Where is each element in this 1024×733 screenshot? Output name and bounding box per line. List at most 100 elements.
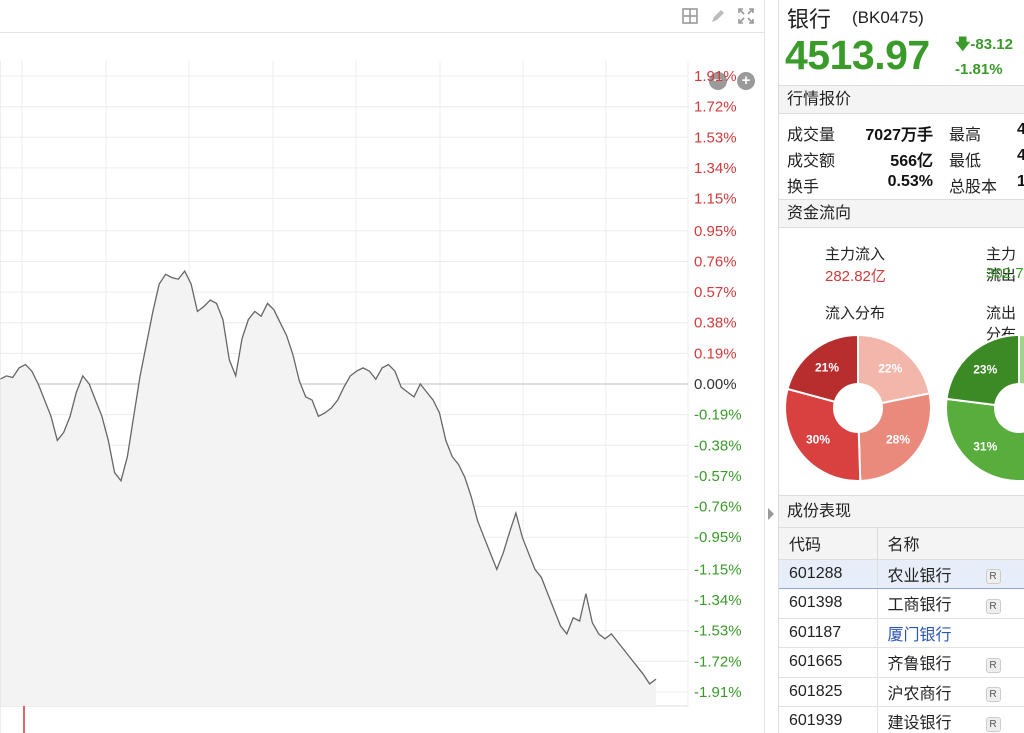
y-tick-label: -0.76%: [694, 499, 742, 516]
table-row[interactable]: 601825 沪农商行 R: [779, 677, 1024, 707]
chart-toolbar: [0, 0, 764, 33]
index-name: 银行: [787, 7, 832, 32]
pie-hole: [994, 383, 1024, 433]
table-row[interactable]: 601187 厦门银行: [779, 618, 1024, 648]
main-inflow-label: 主力流入: [825, 246, 886, 263]
price-line-chart[interactable]: 1.91% 1.72% 1.53% 1.34% 1.15% 0.95% 0.76% 0.57%…: [0, 0, 764, 733]
stock-name-cell: 沪农商行 R: [877, 677, 1024, 707]
stock-code-cell: 601939: [779, 706, 878, 733]
table-row[interactable]: 601398 工商银行 R: [779, 588, 1024, 619]
turnover-amount-label: 成交额: [787, 153, 836, 170]
y-tick-label: -1.53%: [694, 623, 742, 640]
stock-name[interactable]: 厦门银行: [887, 626, 952, 644]
y-tick-label: -0.38%: [694, 437, 742, 454]
stock-name: 工商银行: [887, 597, 952, 615]
pie-slice-label: 28%: [886, 433, 910, 447]
rzrq-badge: R: [985, 716, 1001, 732]
low-value: 4: [1017, 147, 1024, 165]
stock-code-cell: 601825: [779, 677, 878, 707]
zoom-out-button[interactable]: −: [709, 72, 727, 90]
index-price: 4513.97: [785, 32, 930, 78]
rzrq-badge: R: [985, 657, 1001, 673]
y-tick-label: 1.72%: [694, 99, 737, 116]
name-column-header[interactable]: 名称: [877, 528, 1024, 560]
total-shares-value: 1: [1017, 173, 1024, 191]
main-outflow-value: 302.7: [986, 265, 1024, 282]
stock-name-cell: 建设银行 R: [877, 706, 1024, 733]
y-tick-label: 1.53%: [694, 129, 737, 146]
stock-code-cell: 601665: [779, 647, 878, 678]
y-tick-label: 0.95%: [694, 223, 737, 240]
y-tick-label: -1.91%: [694, 684, 742, 701]
inflow-distribution-pie: 22% 28% 30% 21%: [784, 333, 932, 482]
table-header-row: 代码 名称: [779, 528, 1024, 560]
pie-slice-label: 30%: [806, 433, 830, 447]
stock-code-cell: 601288: [779, 558, 878, 589]
table-row[interactable]: 601665 齐鲁银行 R: [779, 647, 1024, 678]
quote-panel: 银行 (BK0475) 4513.97 🡇-83.12 -1.81% 行情报价 …: [778, 0, 1024, 733]
expand-arrow-icon[interactable]: [768, 508, 774, 520]
y-tick-label: -0.57%: [694, 468, 742, 485]
pie-slice-label: 21%: [815, 360, 839, 374]
rzrq-badge: R: [985, 569, 1001, 585]
total-shares-label: 总股本: [949, 179, 998, 196]
y-tick-label: -0.95%: [694, 529, 742, 546]
high-label: 最高: [949, 127, 982, 144]
volume-label: 成交量: [787, 127, 836, 144]
table-row[interactable]: 601939 建设银行 R: [779, 706, 1024, 733]
pie-slice-label: 22%: [878, 361, 902, 375]
constituents-table: 代码 名称 601288 农业银行 R 601398 工商银行 R 601187 厦门银行 60…: [779, 528, 1024, 733]
y-tick-label: 0.76%: [694, 253, 737, 270]
fund-flow-section-header: 资金流向: [779, 199, 1024, 228]
volume-value: 7027万手: [865, 127, 933, 144]
index-code: (BK0475): [852, 8, 924, 27]
stock-name: 农业银行: [887, 567, 952, 585]
pie-slice: [857, 333, 931, 410]
y-tick-label: 0.57%: [694, 284, 737, 301]
zoom-in-button[interactable]: +: [737, 72, 755, 90]
rzrq-badge: R: [985, 687, 1001, 703]
price-line: [0, 269, 657, 685]
low-label: 最低: [949, 153, 982, 170]
pie-slice: [786, 333, 859, 410]
y-tick-label: 0.19%: [694, 345, 737, 362]
table-row[interactable]: 601288 农业银行 R: [779, 558, 1024, 589]
stock-name-cell: 工商银行 R: [877, 588, 1024, 619]
pie-hole: [833, 383, 883, 433]
grid-icon[interactable]: [680, 6, 700, 26]
turnover-rate-label: 换手: [787, 179, 820, 196]
fund-flow-pies: 22% 28% 30% 21% 31% 23%: [784, 333, 1024, 482]
y-tick-label: 0.38%: [694, 315, 737, 332]
intraday-chart-area[interactable]: − + 1.91% 1.72% 1.53% 1.34% 1.15% 0.95% 0.76% 0…: [0, 0, 764, 733]
turnover-amount-value: 566亿: [890, 153, 933, 170]
pie-slice-label: 23%: [973, 363, 997, 377]
fullscreen-icon[interactable]: [736, 6, 756, 26]
y-tick-label: 1.91%: [694, 68, 737, 85]
inflow-distribution-label: 流入分布: [825, 305, 886, 322]
y-tick-label: 1.34%: [694, 160, 737, 177]
pie-slice-label: 31%: [973, 439, 997, 453]
price-change: 🡇-83.12: [955, 36, 1013, 53]
stock-name-cell: 齐鲁银行 R: [877, 647, 1024, 678]
y-tick-label: -1.72%: [694, 653, 742, 670]
y-tick-label: -1.34%: [694, 592, 742, 609]
price-change-percent: -1.81%: [955, 61, 1003, 78]
stock-name-cell: 农业银行 R: [877, 558, 1024, 589]
stock-name-cell: 厦门银行: [877, 618, 1024, 648]
code-column-header[interactable]: 代码: [779, 528, 878, 560]
panel-splitter[interactable]: [764, 0, 778, 733]
pen-icon[interactable]: [708, 6, 728, 26]
high-value: 4: [1017, 121, 1024, 139]
stock-name: 沪农商行: [887, 685, 952, 703]
y-tick-label: 1.15%: [694, 191, 737, 208]
y-tick-label: -1.15%: [694, 561, 742, 578]
quote-section-header: 行情报价: [779, 85, 1024, 114]
outflow-distribution-pie: 31% 23%: [945, 333, 1024, 482]
rzrq-badge: R: [985, 598, 1001, 614]
turnover-rate-value: 0.53%: [887, 173, 933, 190]
down-arrow-icon: 🡇: [955, 36, 971, 53]
main-inflow-value: 282.82亿: [825, 268, 886, 285]
chart-zoom-bar: − +: [0, 33, 764, 90]
main-outflow-label: 主力流出: [986, 246, 1017, 284]
y-tick-label: 0.00%: [694, 376, 737, 393]
